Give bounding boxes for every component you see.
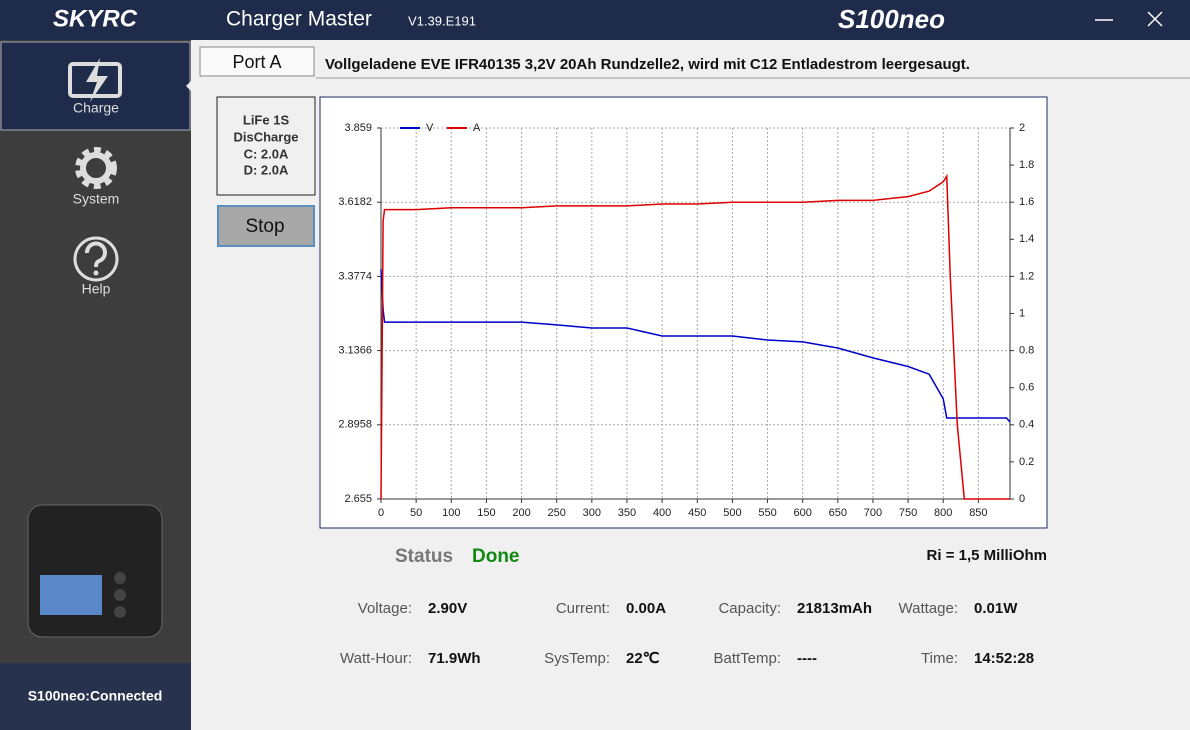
mode-line: DisCharge bbox=[233, 129, 298, 144]
bolt-icon bbox=[86, 58, 108, 102]
stats: Voltage: 2.90V Current: 0.00A Capacity: 21813… bbox=[340, 600, 1034, 667]
x-tick-label: 100 bbox=[442, 507, 460, 519]
device-button bbox=[114, 606, 126, 618]
mode-box bbox=[216, 96, 316, 196]
y-tick-label: 3.1366 bbox=[338, 345, 372, 357]
stat-label: BattTemp: bbox=[713, 650, 781, 667]
port-tab[interactable] bbox=[199, 46, 315, 77]
nav-label[interactable]: System bbox=[73, 191, 120, 207]
device-image bbox=[27, 504, 163, 638]
mode-line: C: 2.0A bbox=[244, 146, 289, 161]
gear-icon-ring bbox=[80, 152, 112, 184]
series-line bbox=[380, 269, 1011, 423]
help-icon bbox=[73, 236, 119, 282]
stop-label[interactable]: Stop bbox=[245, 216, 284, 237]
nav-label: Charge bbox=[73, 100, 119, 116]
y2-tick-label: 1.6 bbox=[1019, 196, 1034, 208]
x-tick-label: 850 bbox=[969, 507, 987, 519]
x-tick-label: 500 bbox=[723, 507, 741, 519]
y2-tick-label: 0.2 bbox=[1019, 456, 1034, 468]
y2-tick-label: 0.8 bbox=[1019, 345, 1034, 357]
description: Vollgeladene EVE IFR40135 3,2V 20Ah Rund… bbox=[325, 56, 970, 73]
model: S100neo bbox=[838, 4, 945, 34]
y-tick-label: 2.655 bbox=[344, 493, 372, 505]
stat-value: 0.00A bbox=[626, 600, 666, 617]
help-dot bbox=[93, 270, 99, 276]
legend-label: V bbox=[426, 122, 434, 134]
y-tick-label: 3.859 bbox=[344, 122, 372, 134]
help-mark bbox=[85, 241, 107, 268]
ri: Ri = 1,5 MilliOhm bbox=[927, 547, 1047, 564]
x-tick-label: 200 bbox=[512, 507, 530, 519]
chart: 2.655 2.8958 3.1366 3.3774 3.6182 3.859 0 0.2 0.… bbox=[338, 122, 1034, 519]
x-tick-label: 450 bbox=[688, 507, 706, 519]
y2-tick-label: 1 bbox=[1019, 307, 1025, 319]
y-tick-label: 2.8958 bbox=[338, 419, 372, 431]
stat-value: ---- bbox=[797, 650, 817, 667]
nav-pointer bbox=[186, 81, 191, 91]
series-line bbox=[380, 173, 1010, 500]
mode-line: LiFe 1S bbox=[243, 112, 290, 127]
x-tick-label: 400 bbox=[653, 507, 671, 519]
stop-button[interactable] bbox=[217, 205, 315, 247]
close-button[interactable] bbox=[1147, 11, 1163, 27]
y2-tick-label: 1.4 bbox=[1019, 233, 1034, 245]
stat-label: Watt-Hour: bbox=[340, 650, 412, 667]
version: V1.39.E191 bbox=[408, 13, 476, 28]
x-tick-label: 600 bbox=[793, 507, 811, 519]
stat-value: 2.90V bbox=[428, 600, 467, 617]
nav-label[interactable]: Help bbox=[82, 281, 111, 297]
status-value: Done bbox=[472, 546, 520, 567]
x-tick-label: 750 bbox=[899, 507, 917, 519]
x-tick-label: 350 bbox=[618, 507, 636, 519]
stat-label: Time: bbox=[921, 650, 958, 667]
stat-label: Wattage: bbox=[899, 600, 958, 617]
title-bar bbox=[0, 0, 1190, 40]
y-tick-label: 3.3774 bbox=[338, 270, 372, 282]
port-tab-label[interactable]: Port A bbox=[232, 52, 281, 72]
device-screen bbox=[40, 575, 102, 615]
x-tick-label: 550 bbox=[758, 507, 776, 519]
stat-value: 22℃ bbox=[626, 650, 660, 667]
stat-value: 21813mAh bbox=[797, 600, 872, 617]
app-title: Charger Master bbox=[226, 8, 372, 31]
y2-tick-label: 0.6 bbox=[1019, 382, 1034, 394]
chart-frame bbox=[319, 96, 1048, 529]
x-tick-label: 700 bbox=[864, 507, 882, 519]
stat-label: Voltage: bbox=[358, 600, 412, 617]
stat-label: Capacity: bbox=[718, 600, 781, 617]
y2-tick-label: 1.8 bbox=[1019, 159, 1034, 171]
charge-icon bbox=[68, 62, 122, 98]
device-button bbox=[114, 589, 126, 601]
y2-tick-label: 0 bbox=[1019, 493, 1025, 505]
stat-value: 71.9Wh bbox=[428, 650, 481, 667]
x-tick-label: 250 bbox=[548, 507, 566, 519]
device-button bbox=[114, 572, 126, 584]
status-label: Status bbox=[395, 546, 453, 567]
stat-value: 14:52:28 bbox=[974, 650, 1034, 667]
legend-label: A bbox=[473, 122, 481, 134]
connection-status: S100neo:Connected bbox=[28, 688, 163, 704]
stat-label: SysTemp: bbox=[544, 650, 610, 667]
x-tick-label: 150 bbox=[477, 507, 495, 519]
x-tick-label: 300 bbox=[583, 507, 601, 519]
x-tick-label: 800 bbox=[934, 507, 952, 519]
y-tick-label: 3.6182 bbox=[338, 196, 372, 208]
x-tick-label: 50 bbox=[410, 507, 422, 519]
mode-line: D: 2.0A bbox=[244, 162, 289, 177]
x-tick-label: 650 bbox=[829, 507, 847, 519]
y2-tick-label: 0.4 bbox=[1019, 419, 1034, 431]
y2-tick-label: 2 bbox=[1019, 122, 1025, 134]
stat-label: Current: bbox=[556, 600, 610, 617]
y2-tick-label: 1.2 bbox=[1019, 270, 1034, 282]
stat-value: 0.01W bbox=[974, 600, 1018, 617]
nav-charge[interactable] bbox=[0, 41, 191, 131]
brand: SKYRC bbox=[53, 5, 138, 32]
status-bar bbox=[0, 663, 191, 730]
x-tick-label: 0 bbox=[378, 507, 384, 519]
